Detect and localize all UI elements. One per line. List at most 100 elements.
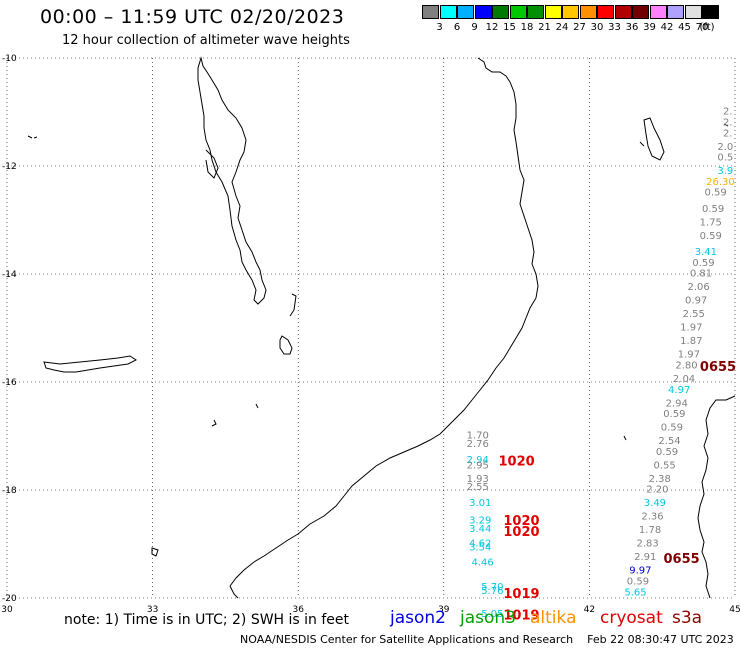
wave-height-value: 2.04: [673, 374, 695, 385]
colorbar-label: 70: [695, 22, 709, 33]
coastline: [27, 56, 736, 599]
pressure-label: 1020: [499, 455, 535, 470]
coastline-segment: [289, 293, 297, 317]
page-subtitle: 12 hour collection of altimeter wave hei…: [62, 33, 350, 48]
coastline-segment: [27, 135, 38, 139]
satellite-label-jason2: jason2: [390, 608, 446, 628]
pressure-label: 1020: [503, 514, 539, 529]
colorbar-label: 27: [573, 22, 586, 33]
axis-ticks: 30 33 36 39 42 45 -10 -12 -14 -16 -18 -20: [1, 54, 740, 615]
colorbar-label: 42: [660, 22, 674, 33]
colorbar-swatch: [439, 5, 457, 19]
colorbar-swatch: [614, 5, 632, 19]
wave-height-value: 3.29: [469, 515, 491, 526]
wave-height-value: 3.01: [469, 498, 491, 509]
wave-height-value: 0.59: [627, 577, 649, 588]
lon-tick-label: 33: [147, 605, 158, 615]
wave-height-value: 1.75: [700, 217, 722, 228]
lat-tick-label: -14: [2, 270, 17, 280]
lat-tick-label: -12: [2, 162, 17, 172]
coastline-segment: [697, 395, 736, 599]
coastline-segment: [197, 56, 267, 305]
wave-height-value: 2.20: [646, 485, 668, 496]
wave-height-value: 0.59: [704, 188, 726, 199]
wave-height-value: 3.9: [717, 166, 733, 177]
colorbar-label: 21: [538, 22, 551, 33]
wave-height-value: 2.83: [637, 539, 659, 550]
map-grid: [6, 57, 736, 599]
lon-tick-label: 36: [292, 605, 304, 615]
colorbar-label: 12: [485, 22, 499, 33]
lat-tick-label: -10: [2, 54, 17, 64]
lon-tick-label: 45: [729, 605, 740, 615]
lat-tick-label: -18: [2, 486, 17, 496]
colorbar-label: 15: [503, 22, 516, 33]
coastline-segment: [643, 117, 665, 161]
wave-height-observations: 2.2.2.2.00.53.926.300.590.591.750.593.41…: [467, 107, 735, 620]
wave-height-value: 0.59: [702, 204, 724, 215]
colorbar-label: 6: [453, 22, 461, 33]
lon-tick-label: 39: [438, 605, 450, 615]
colorbar-swatch: [457, 5, 474, 19]
wave-height-value: 1.97: [680, 323, 702, 334]
pressure-label: 0655: [664, 552, 700, 567]
lat-tick-label: -20: [2, 594, 17, 604]
wave-height-value: 2.55: [467, 482, 489, 493]
lat-tick-label: -16: [2, 378, 17, 388]
wave-height-value: 0.59: [663, 409, 685, 420]
wave-height-value: 0.59: [656, 447, 678, 458]
wave-height-value: 0.59: [700, 231, 722, 242]
colorbar-swatch: [667, 5, 684, 19]
wave-height-value: 2.06: [687, 282, 709, 293]
wave-height-value: 5.65: [624, 587, 646, 598]
wave-height-value: 3.54: [469, 542, 491, 553]
pressure-label: 1019: [503, 609, 539, 624]
colorbar-swatch: [562, 5, 579, 19]
coastline-segment: [639, 141, 645, 147]
colorbar-label: 18: [520, 22, 534, 33]
wave-height-value: 3.49: [644, 498, 666, 509]
colorbar-label: 33: [608, 22, 621, 33]
wave-height-value: 0.97: [685, 296, 707, 307]
wave-height-value: 9.97: [629, 566, 651, 577]
page-title: 00:00 – 11:59 UTC 02/20/2023: [40, 6, 345, 28]
wave-height-value: 2.94: [666, 398, 688, 409]
wave-height-value: 2.55: [683, 309, 705, 320]
wave-height-value: 1.93: [467, 474, 489, 485]
colorbar-swatch: [632, 5, 649, 19]
coastline-segment: [255, 403, 259, 409]
wave-height-value: 2.0: [717, 142, 733, 153]
wave-height-value: 5.70: [481, 582, 503, 593]
wave-height-value: 0.59: [692, 258, 714, 269]
wave-height-value: 3.41: [695, 247, 717, 258]
wave-height-value: 2.80: [675, 361, 697, 372]
wave-height-value: 0.59: [661, 423, 683, 434]
colorbar-swatch: [544, 5, 562, 19]
coastline-segment: [623, 435, 627, 441]
colorbar-unit: (ft): [699, 22, 715, 33]
coastline-segment: [205, 149, 219, 179]
colorbar-swatch: [702, 5, 719, 19]
wave-height-value: 2.: [723, 128, 733, 139]
satellite-label-s3a: s3a: [672, 608, 703, 628]
satellite-label-jason3: jason3: [460, 608, 516, 628]
satellite-label-cryosat: cryosat: [600, 608, 663, 628]
credit-line: NOAA/NESDIS Center for Satellite Applica…: [240, 633, 734, 646]
coastline-segment: [723, 123, 729, 127]
colorbar-label: 36: [625, 22, 639, 33]
coastline-segment: [211, 419, 217, 427]
wave-height-value: 0.5: [717, 153, 733, 164]
wave-height-value: 4.62: [469, 539, 491, 550]
wave-height-value: 1.97: [678, 350, 700, 361]
wave-height-value: 26.30: [706, 177, 735, 188]
colorbar-swatch: [597, 5, 614, 19]
wave-height-value: 1.87: [680, 336, 702, 347]
pressure-label: 0655: [700, 360, 736, 375]
wave-height-value: 2.76: [467, 439, 489, 450]
coastline-segment: [43, 355, 137, 373]
wave-height-value: 2.94: [467, 455, 489, 466]
colorbar-swatch: [649, 5, 667, 19]
colorbar-swatch: [579, 5, 597, 19]
lon-tick-label: 30: [1, 605, 13, 615]
